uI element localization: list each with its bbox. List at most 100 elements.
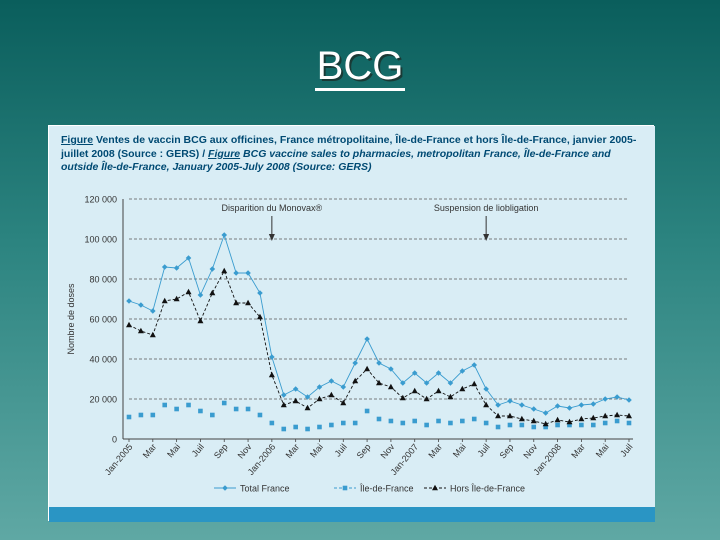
annotation-label: Suspension de liobligation [434, 203, 539, 213]
data-point-series-0 [185, 255, 192, 261]
data-point-series-2 [328, 391, 335, 398]
data-point-series-1 [412, 418, 418, 424]
data-point-series-0 [280, 392, 287, 398]
data-point-series-0 [519, 402, 525, 408]
data-point-series-2 [376, 379, 382, 386]
caption-figure-label-en: Figure [208, 147, 241, 160]
data-point-series-2 [471, 380, 478, 387]
data-point-series-2 [506, 412, 513, 419]
data-point-series-2 [173, 295, 180, 302]
data-point-series-1 [436, 418, 441, 424]
x-tick-label: Juil [190, 442, 206, 459]
chart-svg: 0 20 000 40 000 60 000 80 000 100 000 120 000 N… [66, 195, 635, 494]
legend-marker [222, 485, 228, 491]
caption-text-en: BCG vaccine sales to pharmacies, metropo… [61, 147, 611, 174]
data-point-series-1 [602, 420, 608, 426]
data-point-series-2 [304, 404, 311, 411]
figure-bottom-bar [49, 507, 655, 522]
data-point-series-0 [257, 290, 263, 296]
data-point-series-2 [423, 395, 430, 402]
y-tick-label: 40 000 [89, 355, 117, 365]
data-point-series-1 [424, 422, 429, 428]
data-point-series-2 [614, 411, 621, 418]
data-point-series-1 [590, 422, 596, 428]
x-tick-label: Sep [212, 442, 230, 461]
data-point-series-1 [317, 424, 322, 430]
data-point-series-2 [280, 401, 287, 408]
data-point-series-1 [495, 424, 501, 430]
x-tick-label: Mai [165, 442, 182, 460]
data-point-series-1 [174, 406, 179, 412]
data-point-series-1 [126, 414, 132, 420]
data-point-series-0 [530, 406, 537, 412]
data-point-series-0 [447, 380, 454, 386]
y-tick-label: 60 000 [89, 315, 117, 325]
caption-text-fr: Ventes de vaccin BCG aux officines, Fran… [61, 134, 637, 160]
data-point-series-2 [459, 385, 466, 392]
data-point-series-0 [126, 298, 132, 304]
data-point-series-2 [340, 399, 347, 406]
data-point-series-0 [328, 378, 335, 384]
data-point-series-1 [614, 418, 620, 424]
data-point-series-2 [483, 401, 490, 408]
data-point-series-0 [245, 270, 251, 276]
data-point-series-1 [221, 400, 227, 406]
series-line-2 [128, 269, 630, 425]
data-point-series-1 [233, 406, 239, 412]
data-point-series-2 [554, 416, 561, 423]
x-tick-label: Juil [332, 442, 348, 459]
data-point-series-0 [602, 396, 608, 402]
figure-box: Figure Ventes de vaccin BCG aux officine… [48, 125, 655, 522]
data-point-series-2 [233, 299, 240, 306]
chart-background [49, 184, 655, 507]
data-point-series-0 [435, 370, 442, 376]
legend-marker [432, 484, 438, 491]
data-point-series-1 [150, 412, 156, 418]
annotation-arrow-head [483, 234, 490, 241]
data-point-series-2 [316, 395, 323, 402]
data-point-series-1 [460, 418, 465, 424]
data-point-series-2 [530, 417, 537, 424]
y-axis-label: Nombre de doses [66, 283, 76, 355]
data-point-series-1 [364, 408, 370, 414]
data-point-series-1 [138, 412, 144, 418]
x-tick-label: Nov [378, 441, 396, 460]
x-tick-label: Juil [475, 442, 491, 459]
data-point-series-1 [579, 422, 584, 428]
x-tick-label: Mar [426, 442, 444, 460]
data-point-series-1 [555, 422, 560, 428]
data-point-series-0 [566, 405, 573, 411]
data-point-series-0 [411, 370, 418, 376]
data-point-series-0 [471, 362, 478, 368]
x-tick-label: Mai [451, 442, 468, 460]
x-tick-label: Mar [141, 442, 159, 460]
data-point-series-0 [173, 265, 180, 271]
x-tick-label: Nov [521, 441, 539, 460]
data-point-series-1 [388, 418, 394, 424]
x-tick-label: Juil [618, 442, 634, 459]
data-point-series-2 [268, 371, 275, 378]
data-point-series-1 [162, 402, 168, 408]
data-point-series-1 [281, 426, 287, 432]
data-point-series-0 [483, 386, 489, 392]
data-point-series-2 [578, 415, 585, 422]
data-point-series-2 [185, 288, 192, 295]
data-point-series-2 [221, 267, 228, 274]
data-point-series-2 [435, 387, 442, 394]
data-point-series-1 [507, 422, 513, 428]
data-point-series-1 [210, 412, 215, 418]
data-point-series-1 [352, 420, 358, 426]
data-point-series-1 [340, 420, 346, 426]
legend-marker [342, 485, 348, 491]
data-point-series-2 [602, 412, 609, 419]
data-point-series-0 [138, 302, 144, 308]
caption-figure-label-fr: Figure [61, 134, 94, 146]
data-point-series-2 [245, 299, 252, 306]
data-point-series-0 [376, 360, 382, 366]
data-point-series-0 [400, 380, 406, 386]
data-point-series-2 [126, 321, 132, 328]
data-point-series-0 [388, 366, 394, 372]
data-point-series-1 [293, 424, 298, 430]
data-point-series-1 [626, 420, 632, 426]
y-tick-label: 20 000 [89, 395, 117, 405]
